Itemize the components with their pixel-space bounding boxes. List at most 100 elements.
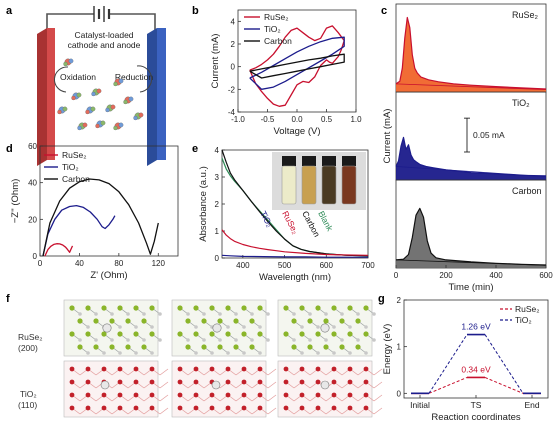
- ru-atom: [348, 351, 352, 355]
- ruse2-slab: [171, 299, 270, 357]
- ru-atom: [300, 351, 304, 355]
- x-tick-label: 200: [439, 271, 453, 280]
- ru-atom: [340, 338, 344, 342]
- adsorbate: [320, 323, 330, 333]
- se-atom: [363, 331, 369, 337]
- panel-f-letter: f: [6, 293, 10, 305]
- o-atom: [283, 366, 289, 372]
- cv-curve-2: [249, 53, 345, 79]
- atom-side: [113, 81, 118, 87]
- atom-side: [82, 122, 88, 128]
- se-atom: [117, 305, 123, 311]
- reduction-arrow: [136, 65, 153, 93]
- o-atom: [149, 379, 155, 385]
- y-axis-label: Current (mA): [382, 109, 393, 164]
- se-atom: [209, 305, 215, 311]
- atom-side: [68, 58, 74, 64]
- ru-atom: [126, 338, 130, 342]
- ru-atom: [194, 325, 198, 329]
- ru-atom: [158, 312, 162, 316]
- se-atom: [233, 318, 239, 324]
- ru-atom: [226, 351, 230, 355]
- o-atom: [85, 392, 91, 398]
- electrode-caption-line1: Catalyst-loaded: [74, 30, 133, 40]
- current-trace-0: [395, 16, 547, 90]
- bond: [267, 368, 277, 376]
- y-tick-label: -4: [228, 108, 236, 117]
- o-atom: [241, 366, 247, 372]
- y-tick-label: 3: [215, 173, 220, 182]
- o-atom: [133, 366, 139, 372]
- se-atom: [315, 305, 321, 311]
- o-atom: [347, 392, 353, 398]
- molecule-icon: [85, 106, 96, 115]
- se-atom: [225, 305, 231, 311]
- bond: [267, 407, 277, 415]
- panel-a: a Catalyst-loaded cathode and anode Oxid…: [6, 5, 166, 166]
- o-atom: [117, 392, 123, 398]
- tio2-slab: [63, 360, 169, 418]
- ru-atom: [118, 351, 122, 355]
- y-axis-label: −Z'' (Ohm): [10, 179, 21, 224]
- vial-label: RuSe₂: [280, 209, 300, 235]
- barrier-label-ruse2: 0.34 eV: [461, 364, 491, 374]
- se-atom: [85, 305, 91, 311]
- o-atom: [101, 366, 107, 372]
- ru-atom: [110, 338, 114, 342]
- bond: [159, 407, 169, 415]
- slab-frame: [63, 360, 159, 418]
- legend-label: RuSe₂: [62, 150, 87, 160]
- ru-atom: [316, 351, 320, 355]
- ru-atom: [118, 325, 122, 329]
- se-atom: [347, 305, 353, 311]
- se-atom: [217, 344, 223, 350]
- panel-b: b -1.0 -0.5 0.0 0.5 1.0 -4 -2 0 2 4 Voltage (V) Cur…: [192, 5, 362, 137]
- o-atom: [149, 366, 155, 372]
- y-tick-label: 1: [397, 343, 402, 352]
- tio2-slab: [277, 360, 383, 418]
- adsorbate: [100, 380, 110, 390]
- x-tick-label: End: [524, 400, 539, 410]
- se-atom: [141, 318, 147, 324]
- se-atom: [307, 318, 313, 324]
- molecule-icon: [71, 92, 82, 101]
- ru-atom: [202, 312, 206, 316]
- y-tick-label: 0: [33, 252, 38, 261]
- ru-atom: [258, 351, 262, 355]
- o-atom: [149, 392, 155, 398]
- vial-body: [341, 165, 357, 205]
- ru-atom: [258, 325, 262, 329]
- ru-atom: [78, 338, 82, 342]
- o-atom: [257, 405, 263, 411]
- ru-atom: [226, 325, 230, 329]
- molecule-icon: [91, 88, 102, 97]
- o-atom: [133, 392, 139, 398]
- y-axis-label: Current (mA): [210, 34, 221, 89]
- plot-frame: [39, 145, 179, 257]
- ru-atom: [332, 351, 336, 355]
- absorbance-curve-1: [221, 149, 369, 257]
- se-atom: [283, 305, 289, 311]
- y-tick-label: 1: [215, 227, 220, 236]
- energy-connector: [484, 377, 524, 394]
- baseline-0: [395, 83, 547, 91]
- o-atom: [117, 405, 123, 411]
- vial-cap: [322, 156, 336, 166]
- o-atom: [225, 405, 231, 411]
- x-tick-label: 0: [38, 259, 43, 268]
- scale-bar-label: 0.05 mA: [473, 130, 505, 140]
- ruse2-facet-label: RuSe₂: [18, 332, 43, 342]
- bond: [159, 394, 169, 402]
- se-atom: [101, 331, 107, 337]
- energy-profile-plot: 0 1 2 Initial TS End Reaction coordinates Energ…: [382, 296, 549, 423]
- legend-label: Carbon: [264, 36, 292, 46]
- se-atom: [185, 318, 191, 324]
- nyquist-curve-0: [44, 243, 74, 257]
- ru-atom: [150, 325, 154, 329]
- o-atom: [69, 392, 75, 398]
- ru-atom: [210, 351, 214, 355]
- x-axis-label: Z' (Ohm): [90, 270, 127, 281]
- anode-side: [37, 28, 47, 166]
- panel-d: d 0 40 80 120 0 20 40 60 Z' (Ohm) −Z'' (Ohm) RuSe₂…: [6, 142, 179, 281]
- ru-atom: [142, 312, 146, 316]
